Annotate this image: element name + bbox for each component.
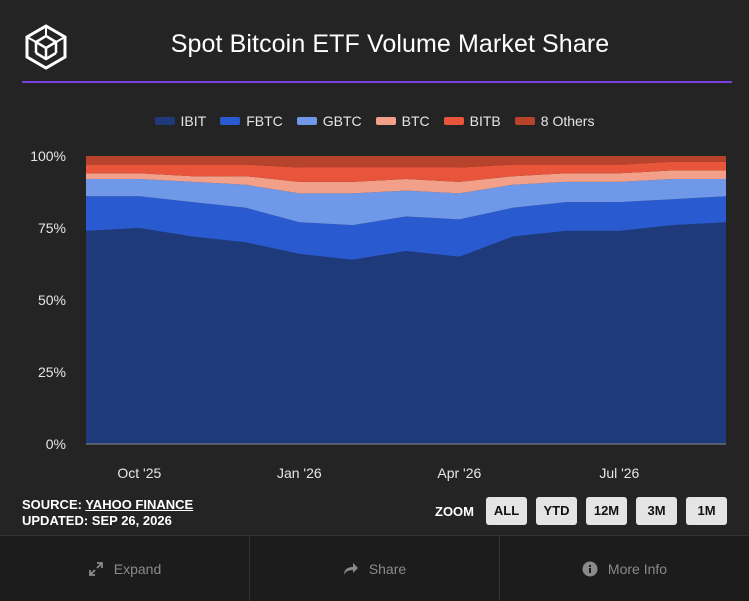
area-series-8-others[interactable] (86, 156, 726, 168)
y-tick-label: 100% (30, 148, 66, 164)
legend-label: BITB (469, 113, 501, 129)
legend-label: GBTC (322, 113, 362, 129)
share-icon (343, 562, 359, 576)
zoom-1m-button[interactable]: 1M (686, 497, 727, 525)
legend-swatch (296, 117, 317, 125)
more-info-button[interactable]: More Info (500, 536, 749, 601)
x-tick-label: Jul '26 (599, 465, 639, 481)
zoom-all-button[interactable]: ALL (486, 497, 527, 525)
y-tick-label: 0% (46, 436, 66, 452)
area-series-btc[interactable] (86, 170, 726, 194)
chart-title: Spot Bitcoin ETF Volume Market Share (170, 30, 610, 58)
y-tick-label: 50% (38, 292, 66, 308)
zoom-label: ZOOM (435, 503, 474, 519)
expand-button[interactable]: Expand (0, 536, 250, 601)
legend-label: FBTC (246, 113, 283, 129)
x-tick-label: Apr '26 (437, 465, 481, 481)
legend-item-bitb[interactable]: BITB (443, 113, 501, 129)
area-series-bitb[interactable] (86, 161, 726, 182)
zoom-12m-button[interactable]: 12M (586, 497, 627, 525)
share-label: Share (368, 560, 407, 577)
legend-swatch (220, 117, 241, 125)
y-tick-label: 75% (38, 220, 66, 236)
zoom-ytd-button[interactable]: YTD (536, 497, 577, 525)
logo-cube-icon (22, 23, 70, 71)
legend-swatch (375, 117, 396, 125)
updated-date: UPDATED: SEP 26, 2026 (22, 513, 172, 528)
legend-item-ibit[interactable]: IBIT (154, 113, 207, 129)
chart-legend: IBIT FBTC GBTC BTC BITB 8 Others (0, 113, 749, 129)
legend-label: BTC (401, 113, 430, 129)
legend-swatch (443, 117, 464, 125)
source-link[interactable]: YAHOO FINANCE (85, 497, 194, 512)
zoom-controls: ZOOM ALL YTD 12M 3M 1M (435, 497, 727, 525)
legend-label: IBIT (180, 113, 207, 129)
legend-item-fbtc[interactable]: FBTC (220, 113, 283, 129)
x-tick-label: Jan '26 (277, 465, 322, 481)
more-info-label: More Info (607, 560, 668, 577)
source-info: SOURCE: YAHOO FINANCE UPDATED: SEP 26, 2… (22, 497, 193, 529)
expand-label: Expand (113, 560, 162, 577)
chart-card: Spot Bitcoin ETF Volume Market Share IBI… (0, 23, 749, 529)
area-series-fbtc[interactable] (86, 196, 726, 260)
title-divider (22, 81, 732, 83)
legend-swatch (514, 117, 535, 125)
y-tick-label: 25% (38, 364, 66, 380)
source-prefix: SOURCE: (22, 497, 86, 512)
share-button[interactable]: Share (250, 536, 500, 601)
area-series-ibit[interactable] (86, 222, 726, 444)
legend-item-btc[interactable]: BTC (375, 113, 430, 129)
legend-label: 8 Others (540, 113, 595, 129)
expand-icon (88, 561, 104, 577)
legend-item-others[interactable]: 8 Others (514, 113, 595, 129)
info-icon (582, 561, 598, 577)
stacked-area-chart[interactable]: 0% 25% 50% 75% 100% Oct '25 Jan '26 Apr '26 Jul … (0, 140, 749, 495)
x-tick-label: Oct '25 (117, 465, 161, 481)
legend-swatch (154, 117, 175, 125)
zoom-3m-button[interactable]: 3M (636, 497, 677, 525)
bottom-toolbar: Expand Share More Info (0, 535, 749, 601)
area-series-gbtc[interactable] (86, 179, 726, 226)
legend-item-gbtc[interactable]: GBTC (296, 113, 362, 129)
